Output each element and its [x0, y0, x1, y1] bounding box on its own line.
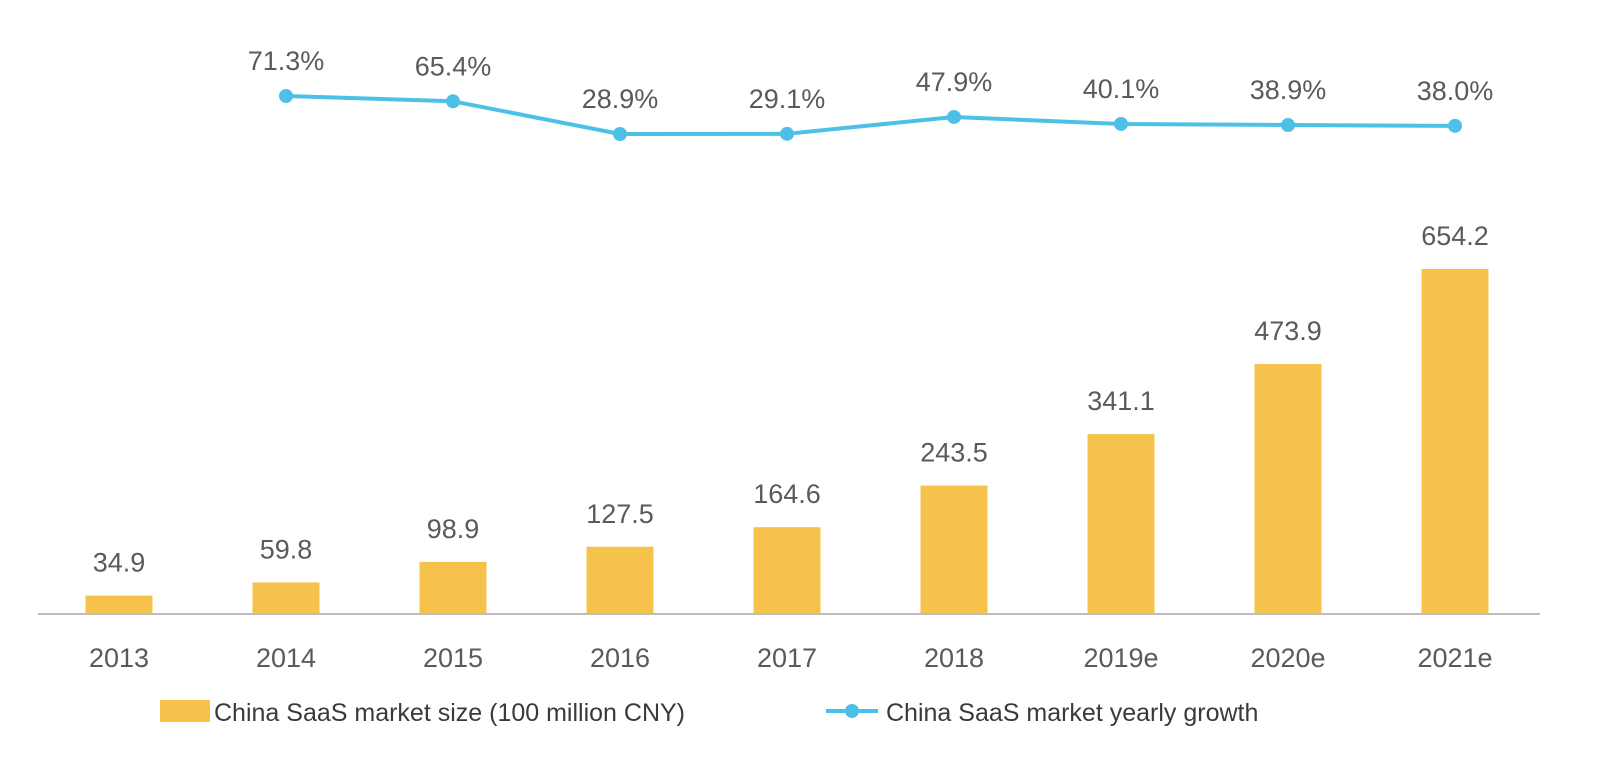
bar-2015 — [419, 561, 487, 614]
bar-2018 — [920, 485, 988, 614]
growth-point-2021e — [1448, 118, 1462, 133]
growth-point-2016 — [613, 127, 627, 141]
growth-point-2014 — [279, 89, 293, 103]
legend: China SaaS market size (100 million CNY)… — [160, 699, 1258, 727]
growth-value-label: 38.9% — [1250, 75, 1327, 105]
growth-point-2018 — [947, 109, 961, 124]
bar-2019e — [1087, 434, 1155, 614]
bars-group — [85, 269, 1489, 614]
growth-labels-group: 71.3% 65.4% 28.9% 29.1% 47.9% 40.1% 38.9% 38.0% — [248, 46, 1494, 114]
growth-value-label: 65.4% — [415, 51, 492, 81]
x-tick-label: 2020e — [1250, 643, 1325, 673]
bar-2021e — [1421, 269, 1489, 614]
bar-value-label: 341.1 — [1087, 386, 1155, 416]
bar-2014 — [252, 582, 320, 614]
x-tick-label: 2016 — [590, 643, 650, 673]
growth-series-line — [285, 94, 1456, 136]
bar-2017 — [753, 527, 821, 614]
bar-value-label: 473.9 — [1254, 316, 1322, 346]
x-tick-label: 2014 — [256, 643, 316, 673]
bar-labels-group: 34.9 59.8 98.9 127.5 164.6 243.5 341.1 473.9 654… — [93, 221, 1489, 578]
x-tick-label: 2021e — [1417, 643, 1492, 673]
growth-point-2019e — [1114, 116, 1128, 131]
legend-line-label: China SaaS market yearly growth — [886, 699, 1258, 727]
bar-2020e — [1254, 364, 1322, 614]
growth-line-group — [279, 89, 1462, 141]
growth-value-label: 29.1% — [749, 84, 826, 114]
x-tick-label: 2017 — [757, 643, 817, 673]
growth-value-label: 38.0% — [1417, 76, 1494, 106]
growth-point-2017 — [780, 126, 794, 141]
bar-value-label: 59.8 — [260, 534, 313, 564]
growth-value-label: 40.1% — [1083, 74, 1160, 104]
bar-2013 — [85, 595, 153, 614]
x-tick-label: 2013 — [89, 643, 149, 673]
bar-value-label: 127.5 — [586, 499, 654, 529]
bar-value-label: 34.9 — [93, 548, 146, 578]
x-tick-labels: 2013 2014 2015 2016 2017 2018 2019e 2020e 2021e — [89, 643, 1493, 673]
bar-2016 — [586, 546, 654, 614]
bar-value-label: 164.6 — [753, 479, 821, 509]
growth-point-2015 — [446, 94, 460, 109]
x-tick-label: 2018 — [924, 643, 984, 673]
growth-value-label: 47.9% — [916, 67, 993, 97]
growth-value-label: 28.9% — [582, 84, 659, 114]
growth-point-2020e — [1281, 118, 1295, 133]
legend-bar-swatch — [160, 700, 210, 722]
x-tick-label: 2015 — [423, 643, 483, 673]
legend-line-marker — [845, 704, 859, 718]
bar-value-label: 98.9 — [427, 514, 480, 544]
x-tick-label: 2019e — [1083, 643, 1158, 673]
legend-bar-label: China SaaS market size (100 million CNY) — [214, 699, 685, 727]
growth-value-label: 71.3% — [248, 46, 325, 76]
bar-value-label: 243.5 — [920, 438, 988, 468]
bar-value-label: 654.2 — [1421, 221, 1489, 251]
